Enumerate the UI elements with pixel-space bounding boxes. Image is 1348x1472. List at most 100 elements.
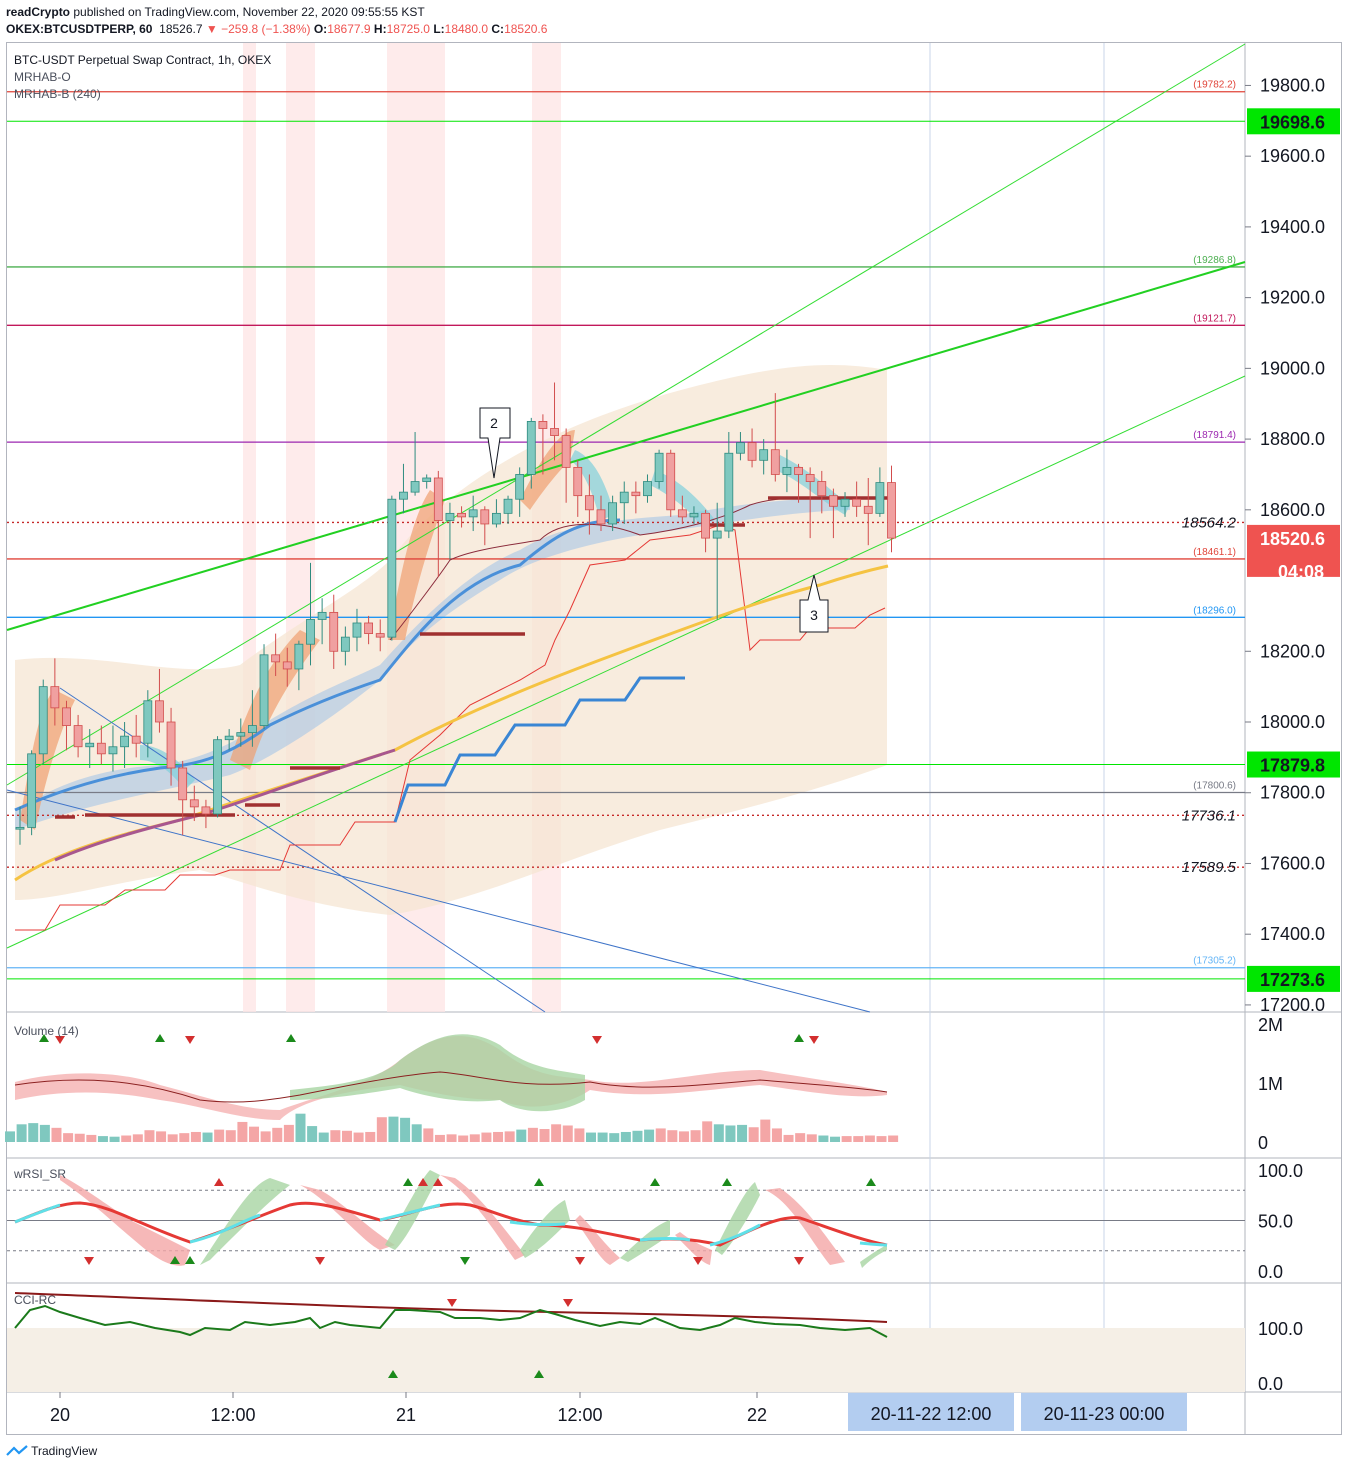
candle-body xyxy=(120,735,129,748)
wrsi-arrow xyxy=(418,1178,428,1186)
cci-pane-title: CCI-RC xyxy=(14,1293,56,1307)
price-tag xyxy=(1247,965,1340,992)
candle-body xyxy=(387,498,397,638)
volume-bar xyxy=(806,1134,817,1142)
candle-body xyxy=(38,686,48,755)
wrsi-ribbon-up xyxy=(520,1200,570,1258)
high-value: 18725.0 xyxy=(386,22,430,36)
wrsi-down-arrow xyxy=(315,1257,325,1265)
wrsi-up-arrow xyxy=(722,1178,732,1186)
wrsi-arrow xyxy=(433,1178,443,1186)
wrsi-down-arrow xyxy=(84,1257,94,1265)
volume-bar xyxy=(678,1131,689,1142)
volume-bar xyxy=(876,1136,887,1142)
publish-text: published on TradingView.com, November 2… xyxy=(70,5,425,19)
volume-bar xyxy=(632,1130,643,1142)
candle-body xyxy=(468,509,478,518)
candle-body xyxy=(770,449,780,475)
volume-bar xyxy=(771,1128,782,1142)
wrsi-pane-title: wRSI_SR xyxy=(14,1167,67,1181)
y-axis-label: 18000.0 xyxy=(1260,712,1325,732)
candle-body xyxy=(27,753,37,828)
volume-axis-label: 0 xyxy=(1258,1133,1268,1153)
trendline-main xyxy=(6,261,1246,631)
volume-down-arrow xyxy=(185,1036,195,1044)
volume-down-arrow xyxy=(55,1036,65,1044)
author-name[interactable]: readCrypto xyxy=(6,5,71,19)
volume-bar xyxy=(702,1121,713,1142)
price-tag-label: 17879.8 xyxy=(1260,756,1325,776)
volume-bar xyxy=(28,1123,39,1142)
volume-up-arrow xyxy=(39,1034,49,1042)
volume-bar xyxy=(446,1134,457,1142)
candle-body xyxy=(805,474,815,482)
candle-body xyxy=(492,512,501,525)
support-step-line xyxy=(393,676,685,823)
wrsi-ribbon-down xyxy=(675,1232,712,1265)
volume-bar xyxy=(562,1125,573,1142)
volume-bar xyxy=(97,1136,108,1142)
open-value: 18677.9 xyxy=(327,22,371,36)
volume-bar xyxy=(190,1131,201,1142)
wrsi-ribbon-down xyxy=(765,1188,845,1265)
candle-body xyxy=(236,732,246,737)
symbol-label: OKEX:BTCUSDTPERP, 60 xyxy=(6,22,153,36)
volume-bar xyxy=(51,1127,62,1142)
candle-body xyxy=(608,502,618,525)
candle-body xyxy=(131,735,141,744)
wrsi-ribbon-up xyxy=(860,1245,887,1268)
volume-bar xyxy=(376,1117,387,1142)
current-price-label: 18520.6 xyxy=(1260,529,1325,549)
wrsi-line-up xyxy=(509,1220,566,1227)
baseline-line xyxy=(389,496,871,641)
candle-body xyxy=(736,442,745,454)
cci-axis-label: 100.0 xyxy=(1258,1319,1303,1339)
volume-bar xyxy=(783,1134,794,1142)
volume-bar xyxy=(167,1134,178,1142)
volume-bar xyxy=(551,1124,562,1142)
volume-ma-line xyxy=(14,1071,888,1103)
volume-bar xyxy=(737,1124,748,1142)
tradingview-logo[interactable]: TradingView xyxy=(6,1444,97,1458)
open-label: O: xyxy=(313,22,328,36)
cci-line xyxy=(14,1304,888,1338)
wrsi-line-up xyxy=(709,1223,761,1247)
volume-bar xyxy=(539,1129,550,1142)
candle-body xyxy=(213,739,222,815)
volume-bar xyxy=(16,1124,27,1142)
wrsi-up-arrow xyxy=(534,1178,544,1186)
volume-bar xyxy=(620,1131,631,1142)
volume-bar xyxy=(121,1135,132,1142)
candle-body xyxy=(340,636,350,652)
candle-body xyxy=(410,481,420,493)
volume-bar xyxy=(504,1131,515,1142)
annotation-label-2: 2 xyxy=(490,415,498,431)
volume-down-arrow xyxy=(592,1036,602,1044)
volume-bar xyxy=(341,1130,352,1142)
wrsi-line-up xyxy=(639,1237,691,1242)
candle-body xyxy=(247,725,257,734)
volume-down-arrow xyxy=(809,1036,819,1044)
candle-body xyxy=(224,735,234,741)
stop-line xyxy=(15,524,886,931)
volume-bar xyxy=(434,1134,445,1142)
candle-body xyxy=(73,725,83,748)
low-value: 18480.0 xyxy=(444,22,489,36)
candle-body xyxy=(62,707,71,726)
candle-body xyxy=(143,700,153,744)
volume-bar xyxy=(690,1130,701,1142)
wrsi-axis-label: 0.0 xyxy=(1258,1262,1283,1282)
volume-bar xyxy=(283,1124,294,1142)
y-axis-label: 17600.0 xyxy=(1260,853,1325,873)
candle-body xyxy=(189,799,199,808)
candle-body xyxy=(875,482,885,514)
y-axis-label: 17400.0 xyxy=(1260,924,1325,944)
wrsi-up-arrow xyxy=(170,1256,180,1264)
volume-axis-label: 2M xyxy=(1258,1015,1283,1035)
candle-body xyxy=(108,746,118,755)
candle-body xyxy=(375,633,385,638)
candle-body xyxy=(364,622,374,634)
y-axis-label: 19400.0 xyxy=(1260,217,1325,237)
volume-bar xyxy=(795,1133,806,1142)
